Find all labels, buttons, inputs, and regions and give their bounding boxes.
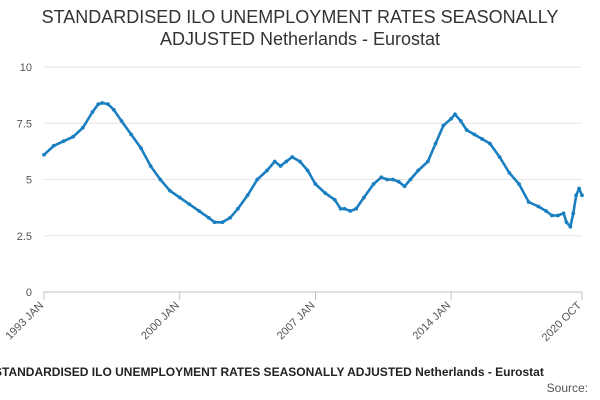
chart-title-line-2: ADJUSTED Netherlands - Eurostat bbox=[159, 29, 441, 49]
data-point bbox=[197, 209, 201, 213]
data-point bbox=[168, 188, 172, 193]
series-line-netherlands bbox=[42, 101, 584, 229]
data-point bbox=[158, 177, 163, 182]
data-point bbox=[42, 152, 46, 157]
data-point bbox=[228, 215, 233, 220]
data-point bbox=[507, 170, 512, 175]
data-point bbox=[235, 206, 240, 211]
data-point bbox=[245, 193, 250, 198]
data-point bbox=[313, 182, 318, 186]
data-point bbox=[561, 211, 566, 216]
data-point bbox=[396, 179, 401, 184]
data-point bbox=[580, 193, 584, 198]
data-point bbox=[402, 184, 407, 189]
data-point bbox=[497, 155, 502, 159]
data-point bbox=[488, 141, 492, 146]
data-point bbox=[408, 177, 413, 182]
y-tick-label: 10 bbox=[20, 62, 32, 74]
y-tick-label: 5 bbox=[26, 175, 32, 187]
data-point bbox=[480, 137, 485, 141]
data-point bbox=[51, 143, 56, 148]
data-point bbox=[305, 168, 310, 173]
data-point bbox=[148, 164, 153, 168]
data-point bbox=[441, 123, 446, 128]
data-point bbox=[574, 193, 579, 198]
data-point bbox=[255, 177, 260, 182]
data-point bbox=[449, 116, 454, 121]
chart-title-line-1: STANDARDISED ILO UNEMPLOYMENT RATES SEAS… bbox=[41, 7, 559, 27]
data-point bbox=[90, 110, 95, 114]
data-point bbox=[564, 220, 569, 225]
data-point bbox=[323, 191, 328, 195]
y-tick-label: 2.5 bbox=[17, 231, 32, 243]
data-point bbox=[458, 119, 463, 123]
data-point bbox=[111, 107, 116, 112]
data-point bbox=[544, 209, 549, 213]
data-point bbox=[379, 175, 384, 180]
data-point bbox=[526, 200, 531, 204]
x-tick-label: 2000 JAN bbox=[139, 300, 182, 343]
data-point bbox=[71, 134, 75, 139]
data-point bbox=[100, 101, 105, 105]
data-point bbox=[96, 102, 101, 107]
data-point bbox=[206, 215, 211, 220]
data-point bbox=[187, 202, 192, 207]
footer-title: STANDARDISED ILO UNEMPLOYMENT RATES SEAS… bbox=[0, 365, 544, 379]
data-point bbox=[298, 159, 302, 164]
data-point bbox=[220, 220, 225, 225]
data-point bbox=[464, 128, 469, 132]
data-point bbox=[517, 182, 521, 186]
data-point bbox=[571, 211, 576, 216]
data-point bbox=[416, 168, 421, 173]
data-point bbox=[354, 206, 359, 211]
data-point bbox=[119, 119, 124, 123]
chart-title: STANDARDISED ILO UNEMPLOYMENT RATES SEAS… bbox=[0, 6, 600, 50]
data-point bbox=[425, 159, 430, 164]
data-point bbox=[536, 204, 541, 209]
data-point bbox=[385, 177, 390, 182]
data-point bbox=[391, 177, 395, 182]
data-point bbox=[272, 159, 277, 164]
data-point bbox=[332, 197, 337, 202]
data-point bbox=[433, 141, 438, 146]
data-point bbox=[278, 164, 283, 168]
data-point bbox=[555, 213, 560, 218]
data-point bbox=[342, 206, 347, 211]
data-point bbox=[61, 139, 66, 144]
data-point bbox=[371, 182, 376, 186]
data-point bbox=[139, 146, 143, 150]
data-point bbox=[348, 209, 353, 213]
data-point bbox=[338, 206, 343, 211]
x-tick-label: 2007 JAN bbox=[275, 300, 318, 343]
data-point bbox=[212, 220, 217, 225]
data-point bbox=[361, 195, 366, 200]
x-tick-label: 1993 JAN bbox=[3, 300, 46, 343]
data-point bbox=[80, 125, 85, 130]
data-point bbox=[550, 213, 554, 218]
y-tick-label: 0 bbox=[26, 287, 32, 299]
data-point bbox=[177, 195, 182, 200]
x-tick-label: 2020 OCT bbox=[540, 299, 585, 344]
y-tick-label: 7.5 bbox=[17, 118, 32, 130]
x-tick-label: 2014 JAN bbox=[411, 300, 454, 343]
data-point bbox=[290, 155, 295, 159]
data-point bbox=[577, 186, 581, 191]
data-point bbox=[453, 112, 457, 117]
data-point bbox=[265, 168, 269, 173]
data-point bbox=[129, 132, 134, 137]
data-point bbox=[472, 132, 477, 137]
data-point bbox=[284, 159, 289, 164]
data-point bbox=[568, 224, 573, 229]
source-label: Source: bbox=[546, 381, 588, 395]
data-point bbox=[106, 102, 110, 107]
